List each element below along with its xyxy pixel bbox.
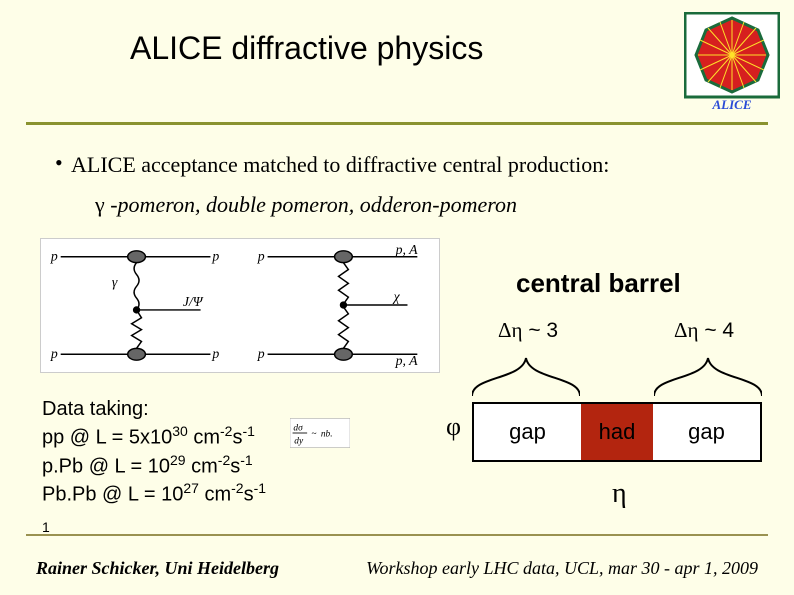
data-taking-line-2: p.Pb @ L = 1029 cm-2s-1: [42, 451, 266, 480]
bullet-main: •ALICE acceptance matched to diffractive…: [55, 150, 609, 178]
gap-cell-2: gap: [653, 404, 760, 460]
slide-title: ALICE diffractive physics: [130, 30, 483, 67]
central-barrel-box: gap had gap: [472, 402, 762, 462]
footer-event: Workshop early LHC data, UCL, mar 30 - a…: [366, 558, 758, 579]
sub-bullet: γ -pomeron, double pomeron, odderon-pome…: [95, 192, 517, 218]
bracket-right: [654, 348, 762, 398]
svg-text:χ: χ: [392, 289, 401, 304]
svg-text:p: p: [50, 249, 58, 264]
logo-text: ALICE: [711, 97, 751, 112]
svg-text:dy: dy: [294, 436, 304, 446]
svg-text:p: p: [211, 249, 219, 264]
alice-logo: ALICE: [684, 12, 780, 112]
svg-text:~: ~: [311, 429, 316, 439]
gap-cell-1: gap: [474, 404, 581, 460]
svg-text:dσ: dσ: [293, 423, 303, 433]
data-taking-line-1: pp @ L = 5x1030 cm-2s-1: [42, 422, 266, 451]
bottom-divider: [26, 534, 768, 536]
svg-text:p: p: [257, 346, 265, 361]
delta-eta-2: Δη ~ 4: [674, 318, 734, 343]
footer-author: Rainer Schicker, Uni Heidelberg: [36, 558, 279, 579]
bracket-left: [472, 348, 580, 398]
bullet-text: ALICE acceptance matched to diffractive …: [71, 152, 609, 177]
svg-text:p, A: p, A: [395, 242, 419, 257]
svg-text:p: p: [50, 346, 58, 361]
data-taking-line-3: Pb.Pb @ L = 1027 cm-2s-11: [42, 479, 266, 536]
top-divider: [26, 122, 768, 125]
feynman-diagrams: p p p p γ J/Ψ p p, A p p, A χ: [40, 238, 440, 373]
dsdy-inset: dσ dy ~ nb.: [290, 418, 350, 448]
svg-text:p: p: [211, 346, 219, 361]
data-taking-heading: Data taking:: [42, 396, 266, 422]
svg-text:J/Ψ: J/Ψ: [183, 294, 204, 309]
data-taking-block: Data taking: pp @ L = 5x1030 cm-2s-1 p.P…: [42, 396, 266, 536]
central-barrel-label: central barrel: [516, 268, 681, 299]
svg-text:p: p: [257, 249, 265, 264]
svg-text:γ: γ: [112, 274, 118, 289]
svg-text:nb.: nb.: [321, 429, 333, 439]
delta-eta-1: Δη ~ 3: [498, 318, 558, 343]
svg-text:p, A: p, A: [395, 353, 419, 368]
phi-axis-label: φ: [446, 412, 461, 442]
had-cell: had: [581, 404, 653, 460]
eta-axis-label: η: [612, 478, 627, 510]
